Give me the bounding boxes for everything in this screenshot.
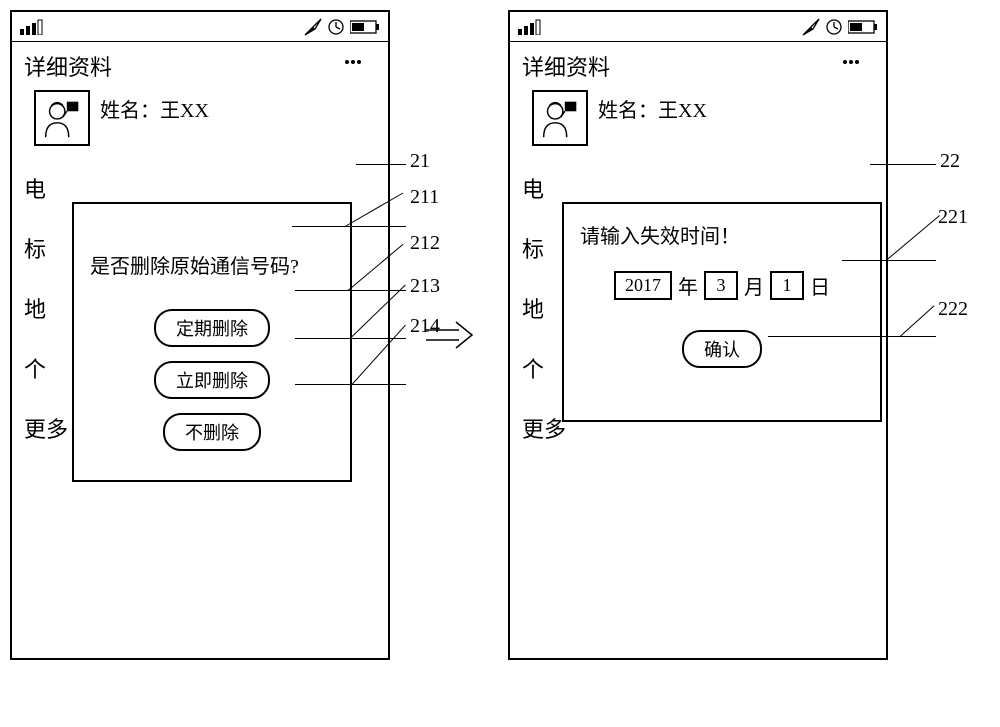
more-menu-icon[interactable] xyxy=(345,60,361,64)
more-menu-icon[interactable] xyxy=(843,60,859,64)
clock-icon xyxy=(328,19,344,35)
day-input[interactable]: 1 xyxy=(770,271,804,300)
no-delete-button[interactable]: 不删除 xyxy=(163,413,261,451)
callout-211: 211 xyxy=(410,186,439,209)
month-unit: 月 xyxy=(744,271,764,300)
delete-dialog: 是否删除原始通信号码? 定期删除 立即删除 不删除 xyxy=(72,202,352,482)
signal-icon xyxy=(20,19,46,35)
dialog-title: 是否删除原始通信号码? xyxy=(90,250,334,279)
signal-icon xyxy=(518,19,544,35)
year-unit: 年 xyxy=(678,271,698,300)
confirm-button[interactable]: 确认 xyxy=(682,330,762,368)
avatar xyxy=(34,90,90,146)
callout-213: 213 xyxy=(410,275,440,298)
callout-214: 214 xyxy=(410,315,440,338)
callout-212: 212 xyxy=(410,232,440,255)
status-bar xyxy=(12,12,388,42)
leader-line xyxy=(842,260,936,261)
leader-line xyxy=(768,336,936,337)
day-unit: 日 xyxy=(810,271,830,300)
compass-icon xyxy=(304,18,322,36)
callout-221: 221 xyxy=(938,206,968,229)
phone-right: 详细资料 姓名：王XX 电 标 地 xyxy=(508,10,888,660)
page-title: 详细资料 xyxy=(24,50,112,82)
date-input-row: 2017 年 3 月 1 日 xyxy=(580,271,864,300)
callout-21: 21 xyxy=(410,150,430,173)
page-title: 详细资料 xyxy=(522,50,610,82)
phone-left: 详细资料 姓名：王XX 电 标 地 xyxy=(10,10,390,660)
callout-222: 222 xyxy=(938,298,968,321)
list-item: 电 xyxy=(24,172,376,204)
status-bar xyxy=(510,12,886,42)
month-input[interactable]: 3 xyxy=(704,271,738,300)
leader-line xyxy=(295,290,406,291)
name-label: 姓名： xyxy=(598,100,658,122)
leader-line xyxy=(295,384,406,385)
list-item: 电 xyxy=(522,172,874,204)
scheduled-delete-button[interactable]: 定期删除 xyxy=(154,309,270,347)
callout-22: 22 xyxy=(940,150,960,173)
clock-icon xyxy=(826,19,842,35)
name-value: 王XX xyxy=(658,100,707,122)
battery-icon xyxy=(848,20,878,34)
leader-line xyxy=(356,164,406,165)
dialog-title: 请输入失效时间！ xyxy=(580,220,864,249)
name-value: 王XX xyxy=(160,100,209,122)
immediate-delete-button[interactable]: 立即删除 xyxy=(154,361,270,399)
leader-line xyxy=(292,226,406,227)
leader-line xyxy=(870,164,936,165)
expiry-dialog: 请输入失效时间！ 2017 年 3 月 1 日 确认 xyxy=(562,202,882,422)
name-label: 姓名： xyxy=(100,100,160,122)
compass-icon xyxy=(802,18,820,36)
year-input[interactable]: 2017 xyxy=(614,271,672,300)
battery-icon xyxy=(350,20,380,34)
avatar xyxy=(532,90,588,146)
